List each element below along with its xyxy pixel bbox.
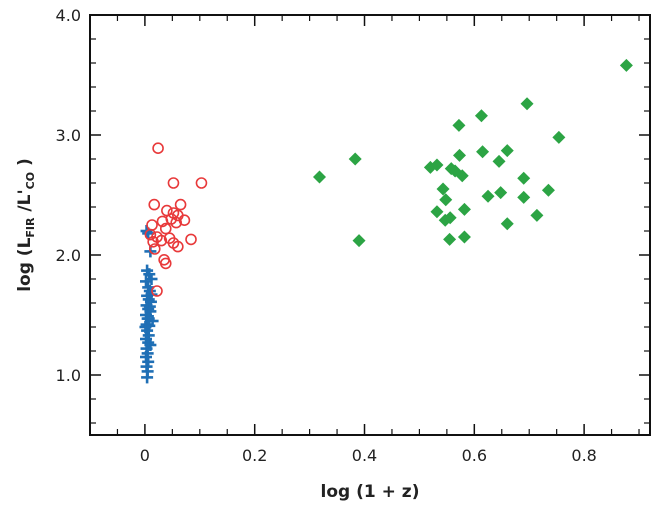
plus-marker (143, 300, 156, 313)
circle-marker (147, 236, 159, 248)
diamond-marker (530, 208, 544, 222)
diamond-marker (492, 154, 506, 168)
diamond-marker (494, 186, 508, 200)
y-tick-label: 3.0 (56, 126, 81, 145)
circle-marker (156, 215, 169, 228)
diamond-marker (352, 234, 366, 248)
x-tick-label: 0.2 (242, 446, 267, 465)
circle-marker (151, 285, 163, 297)
circle-marker (148, 198, 161, 211)
circle-marker (195, 177, 208, 189)
plus-marker (139, 321, 152, 333)
data-points (139, 58, 633, 384)
diamond-marker (619, 58, 633, 72)
axis-ticks (89, 14, 650, 435)
diamond-marker (481, 189, 495, 203)
circle-marker (146, 219, 158, 231)
diamond-marker (474, 109, 488, 123)
diamond-marker (457, 202, 471, 216)
diamond-marker (552, 130, 566, 144)
y-axis-title: log (LFIR /L'CO ) (15, 158, 37, 292)
diamond-marker (455, 169, 469, 183)
plus-marker (140, 275, 152, 288)
diamond-marker (443, 232, 457, 246)
y-axis-title-suffix: ) (15, 158, 35, 172)
x-tick-label: 0.8 (571, 446, 596, 465)
diamond-marker (423, 160, 437, 174)
diamond-marker (457, 230, 471, 244)
diamond-marker (517, 190, 531, 204)
y-tick-label: 2.0 (56, 246, 81, 265)
diamond-marker (541, 183, 555, 197)
x-tick-label: 0.4 (352, 446, 377, 465)
circle-marker (172, 240, 184, 253)
y-axis-title-sub-co: CO (24, 172, 37, 189)
circle-marker (185, 233, 197, 246)
plus-marker (142, 336, 155, 349)
x-axis-title: log (1 + z) (321, 482, 420, 502)
diamond-marker (430, 205, 444, 219)
diamond-marker (452, 148, 466, 162)
diamond-marker (500, 144, 514, 158)
y-tick-label: 1.0 (56, 366, 81, 385)
diamond-marker (452, 118, 466, 132)
y-tick-label: 4.0 (56, 6, 81, 25)
y-axis-title-middle: /L' (15, 189, 35, 217)
diamond-marker (438, 213, 452, 227)
diamond-marker (312, 170, 326, 184)
circle-marker (148, 243, 161, 255)
circle-marker (178, 214, 191, 226)
plus-marker (145, 273, 158, 285)
diamond-marker (517, 171, 531, 185)
x-tick-label: 0 (140, 446, 150, 465)
circle-marker (170, 216, 182, 229)
circle-marker (174, 198, 187, 211)
y-axis-title-sub-fir: FIR (24, 217, 37, 238)
tick-labels: 0 0.2 0.4 0.6 0.8 1.0 2.0 3.0 4.0 (56, 6, 597, 465)
plot-frame (89, 14, 651, 436)
circle-marker (159, 222, 172, 235)
plus-marker (141, 371, 154, 384)
circle-marker (144, 228, 157, 241)
x-tick-label: 0.6 (462, 446, 487, 465)
diamond-marker (500, 217, 514, 231)
diamond-marker (476, 145, 490, 159)
plus-marker (142, 312, 155, 325)
diamond-marker (439, 193, 453, 207)
circle-marker (155, 234, 168, 247)
circle-marker (152, 142, 164, 154)
diamond-marker (436, 182, 450, 196)
circle-marker (159, 257, 172, 270)
diamond-marker (520, 97, 534, 111)
diamond-marker (348, 152, 362, 166)
y-axis-title-prefix: log (L (15, 237, 35, 291)
circle-marker (167, 177, 180, 189)
